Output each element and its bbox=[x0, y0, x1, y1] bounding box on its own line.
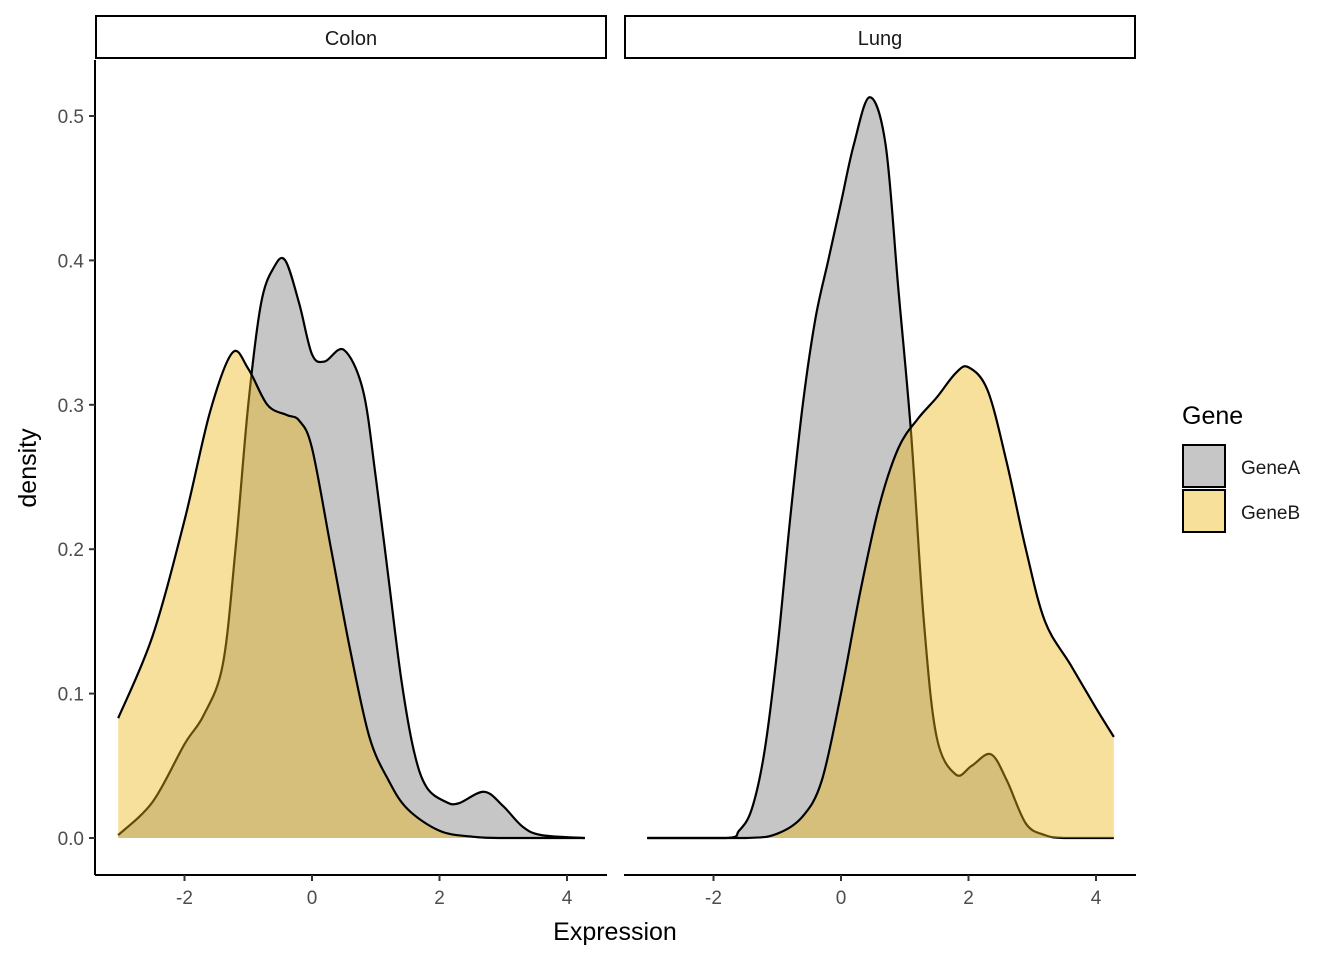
panel-lung: Lung -2 0 2 4 bbox=[624, 15, 1136, 909]
density-line-geneb bbox=[647, 365, 1115, 840]
legend-title: Gene bbox=[1182, 402, 1243, 430]
facet-strip bbox=[624, 15, 1136, 59]
legend-key-geneb bbox=[1182, 489, 1226, 533]
y-tick-label: 0.1 bbox=[58, 685, 84, 706]
x-axis-title: Expression bbox=[553, 918, 677, 946]
y-tick-label: 0.4 bbox=[58, 251, 85, 272]
y-tick-label: 0.0 bbox=[58, 829, 84, 850]
facet-strip bbox=[95, 15, 607, 59]
x-tick-label: -2 bbox=[705, 888, 722, 909]
density-line-genea bbox=[647, 96, 1114, 840]
y-axis: 0.0 0.1 0.2 0.3 0.4 0.5 bbox=[58, 60, 96, 875]
x-tick-label: 0 bbox=[307, 888, 318, 909]
panel-colon: Colon -2 0 2 4 bbox=[95, 15, 607, 909]
density-line-geneb bbox=[117, 349, 585, 840]
legend-key-genea bbox=[1182, 444, 1226, 488]
legend-label-genea: GeneA bbox=[1241, 458, 1300, 479]
x-tick-label: -2 bbox=[176, 888, 193, 909]
x-tick-label: 2 bbox=[434, 888, 445, 909]
x-tick-label: 0 bbox=[836, 888, 847, 909]
density-area-geneb bbox=[118, 350, 585, 838]
y-tick-label: 0.3 bbox=[58, 396, 84, 417]
x-tick-label: 4 bbox=[562, 888, 573, 909]
y-axis-title: density bbox=[14, 428, 42, 508]
density-area-genea bbox=[647, 97, 1114, 838]
legend: Gene GeneA GeneB bbox=[1182, 402, 1300, 533]
facet-strip-label: Colon bbox=[325, 28, 377, 50]
legend-label-geneb: GeneB bbox=[1241, 503, 1300, 524]
density-line-genea bbox=[117, 256, 585, 840]
x-tick-label: 2 bbox=[963, 888, 974, 909]
x-tick-label: 4 bbox=[1091, 888, 1102, 909]
facet-strip-label: Lung bbox=[858, 28, 903, 50]
y-tick-label: 0.2 bbox=[58, 540, 84, 561]
y-tick-label: 0.5 bbox=[58, 107, 84, 128]
density-area-geneb bbox=[647, 366, 1114, 838]
density-area-genea bbox=[118, 257, 585, 838]
